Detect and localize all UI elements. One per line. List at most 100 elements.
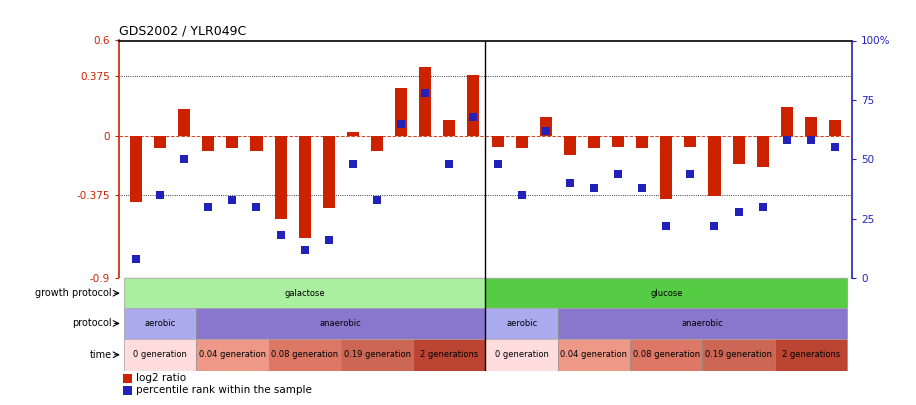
Text: 2 generations: 2 generations	[781, 350, 840, 359]
Text: growth protocol: growth protocol	[35, 288, 112, 298]
Point	[322, 237, 336, 243]
Text: 0 generation: 0 generation	[133, 350, 187, 359]
Point	[466, 113, 481, 120]
Bar	[202, 136, 214, 151]
Point	[635, 185, 649, 191]
Point	[442, 161, 457, 167]
Text: 2 generations: 2 generations	[420, 350, 478, 359]
Text: time: time	[90, 350, 112, 360]
Bar	[708, 136, 721, 196]
Bar	[420, 67, 431, 136]
Point	[273, 232, 288, 239]
Point	[803, 137, 818, 143]
Bar	[612, 136, 624, 147]
Text: percentile rank within the sample: percentile rank within the sample	[136, 385, 311, 395]
Text: 0.19 generation: 0.19 generation	[705, 350, 772, 359]
Text: protocol: protocol	[72, 318, 112, 328]
Text: 0 generation: 0 generation	[495, 350, 549, 359]
Text: 0.04 generation: 0.04 generation	[561, 350, 627, 359]
Point	[707, 223, 722, 229]
Bar	[154, 136, 166, 148]
Bar	[268, 339, 341, 371]
Bar	[588, 136, 600, 148]
Text: 0.08 generation: 0.08 generation	[633, 350, 700, 359]
Bar	[299, 136, 311, 239]
Text: 0.08 generation: 0.08 generation	[271, 350, 338, 359]
Text: log2 ratio: log2 ratio	[136, 373, 186, 383]
Point	[225, 196, 240, 203]
Point	[370, 196, 385, 203]
Point	[201, 204, 215, 210]
Point	[683, 171, 698, 177]
Point	[345, 161, 360, 167]
Bar	[226, 136, 238, 148]
Bar	[516, 136, 528, 148]
Point	[128, 256, 143, 262]
Bar	[630, 339, 703, 371]
Bar	[564, 136, 576, 155]
Bar	[829, 120, 841, 136]
Point	[298, 246, 312, 253]
Bar	[558, 339, 630, 371]
Text: anaerobic: anaerobic	[682, 319, 724, 328]
Point	[490, 161, 505, 167]
Text: aerobic: aerobic	[506, 319, 538, 328]
Bar	[275, 136, 287, 220]
Bar	[124, 308, 196, 339]
Point	[562, 180, 577, 186]
Text: GDS2002 / YLR049C: GDS2002 / YLR049C	[119, 25, 246, 38]
Bar	[123, 386, 132, 395]
Point	[249, 204, 264, 210]
Point	[828, 144, 843, 151]
Bar	[124, 339, 196, 371]
Bar	[443, 120, 455, 136]
Text: anaerobic: anaerobic	[320, 319, 362, 328]
Bar	[395, 88, 407, 136]
Bar	[130, 136, 142, 202]
Point	[611, 171, 626, 177]
Text: 0.04 generation: 0.04 generation	[199, 350, 266, 359]
Point	[780, 137, 794, 143]
Bar	[341, 339, 413, 371]
Bar	[485, 308, 558, 339]
Bar	[178, 109, 191, 136]
Text: glucose: glucose	[650, 289, 682, 298]
Bar	[660, 136, 672, 199]
Bar	[492, 136, 504, 147]
Bar	[775, 339, 847, 371]
Point	[153, 192, 168, 198]
Point	[756, 204, 770, 210]
Bar	[371, 136, 383, 151]
Text: galactose: galactose	[284, 289, 325, 298]
Bar	[558, 308, 847, 339]
Bar	[636, 136, 649, 148]
Point	[418, 90, 432, 96]
Text: aerobic: aerobic	[145, 319, 176, 328]
Bar	[485, 278, 847, 308]
Point	[539, 128, 553, 134]
Bar	[413, 339, 485, 371]
Bar	[250, 136, 263, 151]
Bar	[123, 373, 132, 383]
Point	[394, 120, 409, 127]
Text: 0.19 generation: 0.19 generation	[344, 350, 410, 359]
Bar	[684, 136, 696, 147]
Bar	[322, 136, 335, 209]
Bar	[757, 136, 769, 167]
Point	[586, 185, 601, 191]
Point	[659, 223, 673, 229]
Bar	[196, 339, 268, 371]
Point	[731, 208, 746, 215]
Bar	[196, 308, 485, 339]
Bar	[733, 136, 745, 164]
Bar	[540, 117, 551, 136]
Bar	[805, 117, 817, 136]
Point	[177, 156, 191, 162]
Bar	[703, 339, 775, 371]
Bar	[124, 278, 485, 308]
Bar	[780, 107, 793, 136]
Point	[514, 192, 529, 198]
Bar	[467, 75, 479, 136]
Bar	[347, 132, 359, 136]
Bar	[485, 339, 558, 371]
